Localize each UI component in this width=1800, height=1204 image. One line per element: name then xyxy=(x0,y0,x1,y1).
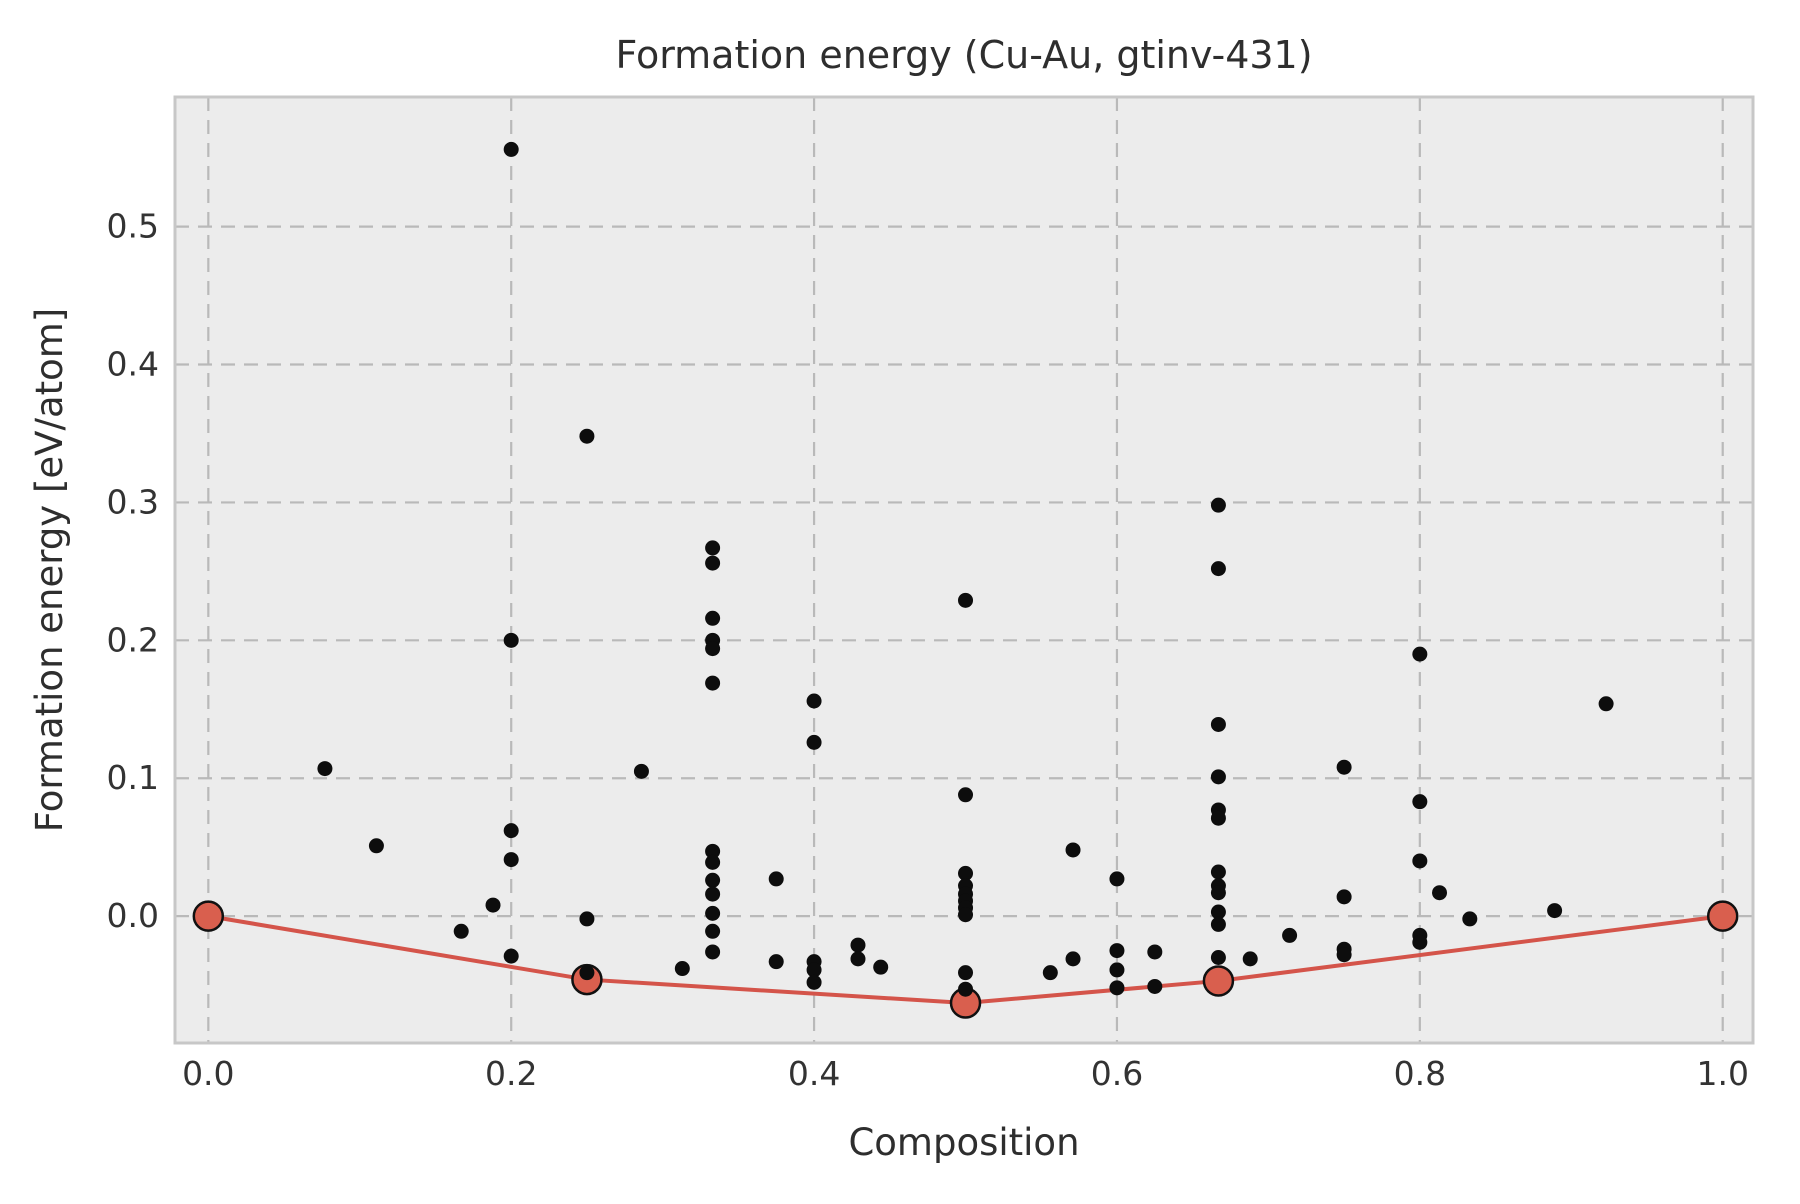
scatter-point xyxy=(1109,943,1125,959)
y-tick-label: 0.1 xyxy=(107,758,159,797)
scatter-point xyxy=(705,854,721,870)
scatter-point xyxy=(1109,871,1125,887)
scatter-point xyxy=(1210,497,1226,513)
scatter-point xyxy=(674,961,690,977)
scatter-point xyxy=(705,944,721,960)
scatter-point xyxy=(485,897,501,913)
scatter-point xyxy=(1242,951,1258,967)
scatter-point xyxy=(873,959,889,975)
scatter-point xyxy=(958,787,974,803)
scatter-point xyxy=(958,865,974,881)
scatter-point xyxy=(1109,980,1125,996)
scatter-point xyxy=(368,838,384,854)
scatter-point xyxy=(1432,885,1448,901)
scatter-point xyxy=(1282,927,1298,943)
scatter-point xyxy=(1412,934,1428,950)
axes-spines xyxy=(173,95,1755,1045)
y-tick-label: 0.0 xyxy=(107,896,159,935)
hull-vertex-marker xyxy=(1202,965,1235,997)
scatter-point xyxy=(705,843,721,859)
scatter-point xyxy=(1462,911,1478,927)
scatter-point xyxy=(579,911,595,927)
scatter-point xyxy=(705,886,721,902)
scatter-point xyxy=(317,761,333,777)
scatter-point xyxy=(850,937,866,953)
scatter-point xyxy=(1065,842,1081,858)
x-axis-label: Composition xyxy=(848,1121,1079,1164)
scatter-point xyxy=(705,641,721,657)
scatter-point xyxy=(1598,696,1614,712)
scatter-point xyxy=(1412,646,1428,662)
scatter-point xyxy=(1336,947,1352,963)
x-tick-label: 0.6 xyxy=(1091,1054,1143,1093)
scatter-point xyxy=(1210,885,1226,901)
scatter-point xyxy=(705,675,721,691)
x-tick-labels: 0.0 0.2 0.4 0.6 0.8 1.0 xyxy=(182,1054,1749,1093)
y-tick-label: 0.5 xyxy=(107,207,159,246)
y-tick-labels: 0.0 0.1 0.2 0.3 0.4 0.5 xyxy=(107,207,159,936)
scatter-point xyxy=(1147,978,1163,994)
scatter-point xyxy=(1547,903,1563,919)
x-tick-label: 0.4 xyxy=(788,1054,840,1093)
x-tick-label: 0.0 xyxy=(182,1054,234,1093)
scatter-point xyxy=(850,951,866,967)
scatter-point xyxy=(705,872,721,888)
scatter-point xyxy=(958,907,974,923)
scatter-point xyxy=(1147,944,1163,960)
scatter-point xyxy=(705,905,721,921)
y-tick-label: 0.2 xyxy=(107,620,159,659)
scatter-point xyxy=(1210,716,1226,732)
scatter-point xyxy=(806,693,822,709)
scatter-point xyxy=(453,923,469,939)
x-tick-label: 0.8 xyxy=(1394,1054,1446,1093)
x-tick-label: 0.2 xyxy=(485,1054,537,1093)
scatter-point xyxy=(579,965,595,981)
scatter-point xyxy=(958,981,974,997)
scatter-point xyxy=(1210,810,1226,826)
y-tick-label: 0.4 xyxy=(107,345,159,384)
scatter-point xyxy=(705,555,721,571)
scatter-point xyxy=(579,428,595,444)
scatter-point xyxy=(768,871,784,887)
scatter-point xyxy=(958,965,974,981)
scatter-point xyxy=(1210,916,1226,932)
scatter-point xyxy=(1210,950,1226,966)
scatter-point xyxy=(503,632,519,648)
hull-vertex-marker xyxy=(192,900,225,932)
scatter-point xyxy=(503,948,519,964)
scatter-point xyxy=(503,823,519,839)
scatter-point xyxy=(1210,769,1226,785)
scatter-point xyxy=(503,141,519,157)
scatter-point xyxy=(806,962,822,978)
scatter-point xyxy=(1042,965,1058,981)
x-tick-label: 1.0 xyxy=(1696,1054,1748,1093)
scatter-point xyxy=(705,923,721,939)
scatter-point xyxy=(1412,794,1428,810)
scatter-point xyxy=(633,763,649,779)
scatter-point xyxy=(806,974,822,990)
scatter-point xyxy=(768,954,784,970)
scatter-point xyxy=(503,852,519,868)
y-axis-label: Formation energy [eV/atom] xyxy=(28,308,71,832)
scatter-point xyxy=(705,540,721,556)
chart-title: Formation energy (Cu-Au, gtinv-431) xyxy=(615,33,1312,77)
scatter-point xyxy=(1336,759,1352,775)
hull-vertex-marker xyxy=(1706,900,1739,932)
scatter-point xyxy=(1210,561,1226,577)
scatter-point xyxy=(705,610,721,626)
scatter-point xyxy=(806,734,822,750)
scatter-points xyxy=(317,141,1614,997)
scatter-point xyxy=(1412,853,1428,869)
scatter-point xyxy=(1065,951,1081,967)
y-tick-label: 0.3 xyxy=(107,482,159,521)
scatter-point xyxy=(1109,962,1125,978)
scatter-point xyxy=(958,592,974,608)
scatter-point xyxy=(1210,904,1226,920)
scatter-point xyxy=(1336,889,1352,905)
scatter-point xyxy=(1210,864,1226,880)
